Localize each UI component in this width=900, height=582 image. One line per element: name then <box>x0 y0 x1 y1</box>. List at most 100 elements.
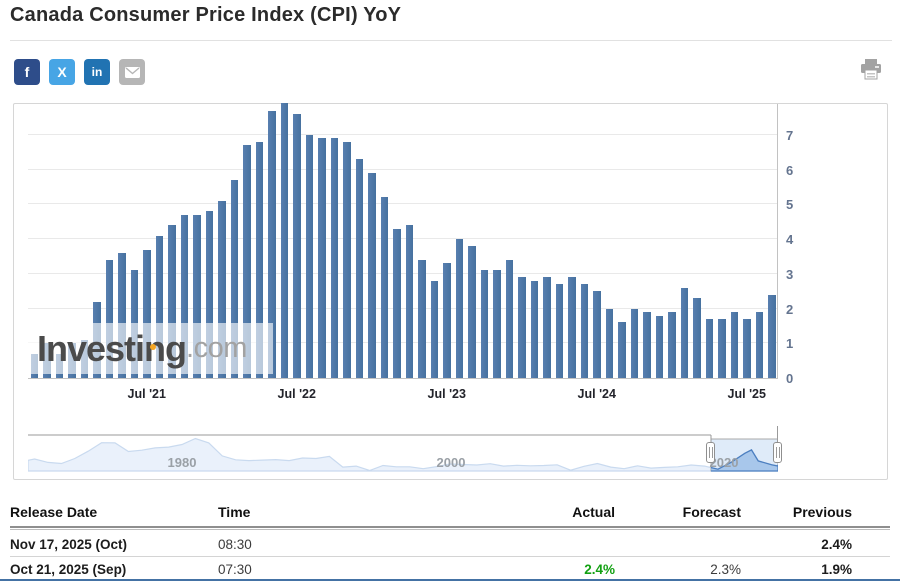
bar-Jul--22 <box>293 114 301 378</box>
bar-Jun--25 <box>730 312 738 378</box>
watermark-investing-text: Investing <box>37 327 187 369</box>
table-header-row: Release Date Time Actual Forecast Previo… <box>10 500 890 524</box>
col-previous: Previous <box>792 504 852 520</box>
bar-Sep--25 <box>768 294 776 378</box>
navigator-right-handle-line <box>777 426 778 443</box>
release-date: Nov 17, 2025 (Oct) <box>10 537 128 552</box>
bar-Apr--25 <box>705 318 713 378</box>
y-tick-4: 4 <box>786 232 794 248</box>
navigator-left-handle[interactable] <box>706 442 715 463</box>
y-tick-7: 7 <box>786 127 794 143</box>
watermark: Investing .com <box>28 323 273 374</box>
bar-Nov--22 <box>343 141 351 378</box>
bar-Aug--22 <box>305 134 313 378</box>
bar-Feb--24 <box>530 280 538 378</box>
bar-Oct--24 <box>630 308 638 378</box>
bar-Oct--23 <box>480 270 488 378</box>
bar-Jul--23 <box>443 263 451 378</box>
navigator-label-2020: 2020 <box>709 455 739 470</box>
page-title: Canada Consumer Price Index (CPI) YoY <box>10 4 402 26</box>
actual-value: 2.4% <box>584 562 615 577</box>
gridline-y-2 <box>28 307 777 309</box>
navigator-label-2000: 2000 <box>436 455 466 470</box>
bar-Oct--21 <box>180 214 188 378</box>
share-facebook-button[interactable]: f <box>14 59 40 85</box>
bar-Aug--25 <box>755 312 763 378</box>
share-toolbar: f X in <box>14 59 145 85</box>
bar-Dec--24 <box>655 315 663 378</box>
gridline-y-5 <box>28 203 777 205</box>
previous-value: 2.4% <box>821 537 852 552</box>
time: 08:30 <box>218 537 252 552</box>
y-tick-2: 2 <box>786 301 794 317</box>
navigator-selected-area <box>711 449 778 472</box>
plot-area[interactable] <box>28 103 778 379</box>
bar-Feb--23 <box>380 197 388 378</box>
navigator[interactable] <box>28 432 778 473</box>
bar-Jan--22 <box>218 200 226 378</box>
bar-May--25 <box>718 318 726 378</box>
bar-Jun--24 <box>580 284 588 378</box>
x-tick-Jul--21: Jul '21 <box>127 387 166 401</box>
bar-Jul--25 <box>743 318 751 378</box>
printer-icon <box>861 59 881 80</box>
previous-value: 1.9% <box>821 562 852 577</box>
gridline-y-1 <box>28 342 777 344</box>
col-forecast: Forecast <box>682 504 741 520</box>
table-row-1: Nov 17, 2025 (Oct) 08:30 2.4% <box>10 533 890 557</box>
bar-Aug--24 <box>605 308 613 378</box>
bar-Feb--22 <box>230 180 238 378</box>
bar-Jun--22 <box>280 103 288 378</box>
time: 07:30 <box>218 562 252 577</box>
bar-Aug--21 <box>155 235 163 378</box>
chart-widget: 0 1 2 3 4 5 6 7 Jul '21 Jul '22 Jul '23 Jul '24 Jul… <box>13 103 888 480</box>
share-linkedin-button[interactable]: in <box>84 59 110 85</box>
gridline-y-6 <box>28 168 777 170</box>
bar-Apr--22 <box>255 141 263 378</box>
bar-Nov--23 <box>493 270 501 378</box>
x-tick-Jul--25: Jul '25 <box>727 387 766 401</box>
y-tick-3: 3 <box>786 266 794 282</box>
bar-Feb--25 <box>680 287 688 378</box>
bar-May--23 <box>418 259 426 378</box>
bar-May--22 <box>268 110 276 378</box>
y-tick-6: 6 <box>786 162 794 178</box>
bar-Sep--24 <box>618 322 626 378</box>
x-twitter-icon: X <box>57 64 67 80</box>
print-button[interactable] <box>858 58 886 84</box>
share-email-button[interactable] <box>119 59 145 85</box>
bar-Sep--22 <box>318 138 326 378</box>
bar-Jun--23 <box>430 280 438 378</box>
col-actual: Actual <box>572 504 615 520</box>
y-tick-0: 0 <box>786 371 794 386</box>
bar-Mar--23 <box>393 228 401 378</box>
watermark-com-text: .com <box>186 332 247 364</box>
table-row-2: Oct 21, 2025 (Sep) 07:30 2.4% 2.3% 1.9% <box>10 558 890 582</box>
bar-Aug--23 <box>455 239 463 378</box>
navigator-right-handle[interactable] <box>773 442 782 463</box>
bar-Jul--21 <box>143 249 151 378</box>
bar-Mar--22 <box>243 145 251 378</box>
gridline-y-3 <box>28 272 777 274</box>
bottom-accent-line <box>0 579 900 581</box>
x-tick-Jul--24: Jul '24 <box>577 387 616 401</box>
watermark-orange-dot <box>150 343 156 350</box>
col-release-date: Release Date <box>10 504 98 520</box>
bar-Jan--23 <box>368 173 376 378</box>
bar-Mar--24 <box>543 277 551 378</box>
bar-Dec--21 <box>205 211 213 378</box>
bar-Oct--22 <box>330 138 338 378</box>
bar-Dec--22 <box>355 159 363 378</box>
x-tick-Jul--23: Jul '23 <box>427 387 466 401</box>
bar-Sep--21 <box>168 225 176 378</box>
share-x-button[interactable]: X <box>49 59 75 85</box>
x-tick-Jul--22: Jul '22 <box>277 387 316 401</box>
bar-May--21 <box>118 253 126 378</box>
bar-Sep--23 <box>468 246 476 378</box>
bar-Dec--23 <box>505 259 513 378</box>
bar-Jul--24 <box>593 291 601 378</box>
bar-Nov--24 <box>643 312 651 378</box>
bar-Jan--25 <box>668 312 676 378</box>
release-date: Oct 21, 2025 (Sep) <box>10 562 127 577</box>
